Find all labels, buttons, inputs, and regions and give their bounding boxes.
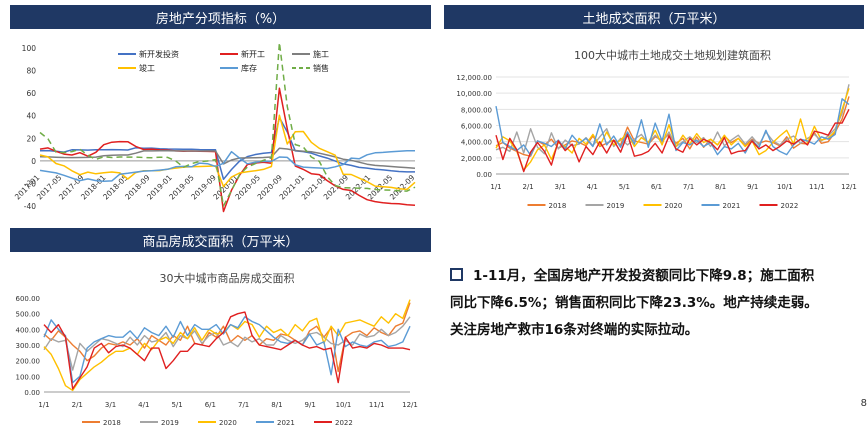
legend-label: 2022 bbox=[335, 419, 353, 427]
summary-text-1: 1-11月，全国房地产开发投资额同比下降9.8；施工面积 bbox=[473, 268, 815, 284]
y-tick-label: 40 bbox=[26, 112, 36, 121]
legend-label: 新开发投资 bbox=[139, 49, 179, 59]
series-line-竣工 bbox=[39, 114, 416, 191]
x-tick-label: 12/1 bbox=[402, 401, 418, 409]
series-line-2022 bbox=[43, 311, 411, 390]
indicators-chart-svg: 100806040200-20-402017-012017-052017-092… bbox=[13, 41, 417, 213]
header-housing-area: 商品房成交面积（万平米） bbox=[10, 228, 431, 252]
y-tick-label: 6,000.00 bbox=[461, 123, 492, 131]
x-tick-label: 4/1 bbox=[587, 183, 598, 191]
series-line-新开工 bbox=[39, 87, 416, 213]
legend-label: 2019 bbox=[161, 419, 179, 427]
x-tick-label: 3/1 bbox=[105, 401, 116, 409]
x-tick-label: 11/1 bbox=[809, 183, 825, 191]
x-tick-label: 1/1 bbox=[490, 183, 501, 191]
series-line-2018 bbox=[495, 96, 850, 157]
legend-label: 施工 bbox=[313, 49, 329, 59]
bullet-square-icon bbox=[450, 268, 463, 281]
summary-bullet: 1-11月，全国房地产开发投资额同比下降9.8；施工面积 同比下降6.5%；销售… bbox=[450, 263, 862, 344]
y-tick-label: 12,000.00 bbox=[456, 74, 492, 82]
summary-line-1: 1-11月，全国房地产开发投资额同比下降9.8；施工面积 bbox=[450, 263, 862, 290]
legend-label: 销售 bbox=[313, 63, 329, 73]
x-tick-label: 5/1 bbox=[619, 183, 630, 191]
y-tick-label: 60 bbox=[26, 89, 36, 98]
x-tick-label: 11/1 bbox=[369, 401, 385, 409]
y-tick-label: 0.00 bbox=[476, 171, 492, 179]
header-indicators: 房地产分项指标（%） bbox=[10, 5, 431, 29]
chart-title: 30大中城市商品房成交面积 bbox=[160, 271, 295, 285]
legend-label: 竣工 bbox=[139, 63, 155, 73]
y-tick-label: 2,000.00 bbox=[461, 155, 492, 163]
x-tick-label: 2/1 bbox=[72, 401, 83, 409]
y-tick-label: 20 bbox=[26, 134, 36, 143]
legend-label: 2020 bbox=[219, 419, 237, 427]
y-tick-label: 0.00 bbox=[24, 389, 40, 397]
series-line-销售 bbox=[39, 41, 416, 207]
legend-label: 2018 bbox=[103, 419, 121, 427]
y-tick-label: 200.00 bbox=[16, 358, 41, 366]
y-tick-label: -20 bbox=[24, 179, 36, 188]
x-tick-label: 2/1 bbox=[522, 183, 533, 191]
y-tick-label: 300.00 bbox=[16, 342, 41, 350]
legend-label: 库存 bbox=[241, 63, 257, 73]
series-line-2018 bbox=[43, 302, 411, 373]
legend-label: 2021 bbox=[723, 202, 741, 210]
legend-label: 2022 bbox=[781, 202, 799, 210]
y-tick-label: 80 bbox=[26, 67, 36, 76]
series-line-2021 bbox=[495, 98, 850, 157]
series-line-2021 bbox=[43, 316, 411, 384]
series-line-施工 bbox=[39, 147, 416, 169]
legend-label: 2018 bbox=[549, 202, 567, 210]
chart-title: 100大中城市土地成交土地规划建筑面积 bbox=[574, 48, 771, 62]
x-tick-label: 7/1 bbox=[238, 401, 249, 409]
y-tick-label: 10,000.00 bbox=[456, 90, 492, 98]
land-area-chart-svg: 100大中城市土地成交土地规划建筑面积 12,000.00 10,000.00 8,0… bbox=[456, 48, 857, 210]
x-tick-label: 3/1 bbox=[555, 183, 566, 191]
series-line-库存 bbox=[39, 149, 415, 182]
x-tick-label: 7/1 bbox=[683, 183, 694, 191]
header-land-area: 土地成交面积（万平米） bbox=[444, 5, 864, 29]
summary-line-3: 关注房地产救市16条对终端的实际拉动。 bbox=[450, 322, 699, 338]
y-tick-label: 500.00 bbox=[16, 311, 41, 319]
x-tick-label: 5/1 bbox=[171, 401, 182, 409]
page-number: 8 bbox=[860, 398, 867, 409]
x-tick-label: 9/1 bbox=[747, 183, 758, 191]
y-tick-label: -40 bbox=[24, 202, 36, 211]
x-tick-label: 12/1 bbox=[841, 183, 857, 191]
y-tick-label: 100 bbox=[22, 44, 37, 53]
land-area-chart: 100大中城市土地成交土地规划建筑面积 12,000.00 10,000.00 8,0… bbox=[444, 32, 864, 218]
indicators-chart: 100 80 60 40 20 0 -20 -40 2017-01 2017-05 2017-09 2… bbox=[10, 32, 431, 218]
y-tick-label: 0 bbox=[31, 157, 36, 166]
series-line-新开发投资 bbox=[39, 116, 415, 181]
x-tick-label: 8/1 bbox=[715, 183, 726, 191]
y-tick-label: 8,000.00 bbox=[461, 106, 492, 114]
series-line-2022 bbox=[495, 108, 850, 173]
legend-label: 2019 bbox=[607, 202, 625, 210]
x-tick-label: 10/1 bbox=[336, 401, 352, 409]
y-tick-label: 100.00 bbox=[16, 373, 41, 381]
x-tick-label: 8/1 bbox=[271, 401, 282, 409]
y-tick-label: 600.00 bbox=[16, 295, 41, 303]
legend-label: 2020 bbox=[665, 202, 683, 210]
x-tick-label: 4/1 bbox=[138, 401, 149, 409]
x-tick-label: 9/1 bbox=[305, 401, 316, 409]
y-tick-label: 4,000.00 bbox=[461, 139, 492, 147]
x-tick-label: 6/1 bbox=[651, 183, 662, 191]
x-tick-label: 1/1 bbox=[38, 401, 49, 409]
legend-label: 新开工 bbox=[241, 49, 265, 59]
housing-area-chart: 30大中城市商品房成交面积 600.00 500.00 400.00 300.00 200… bbox=[10, 256, 431, 432]
x-tick-label: 6/1 bbox=[205, 401, 216, 409]
y-tick-label: 400.00 bbox=[16, 326, 41, 334]
summary-line-2: 同比下降6.5%；销售面积同比下降23.3%。地产持续走弱。 bbox=[450, 295, 818, 311]
x-tick-label: 10/1 bbox=[777, 183, 793, 191]
legend-label: 2021 bbox=[277, 419, 295, 427]
housing-area-chart-svg: 30大中城市商品房成交面积 600.00 500.00 400.00 300.00 200… bbox=[16, 271, 418, 427]
